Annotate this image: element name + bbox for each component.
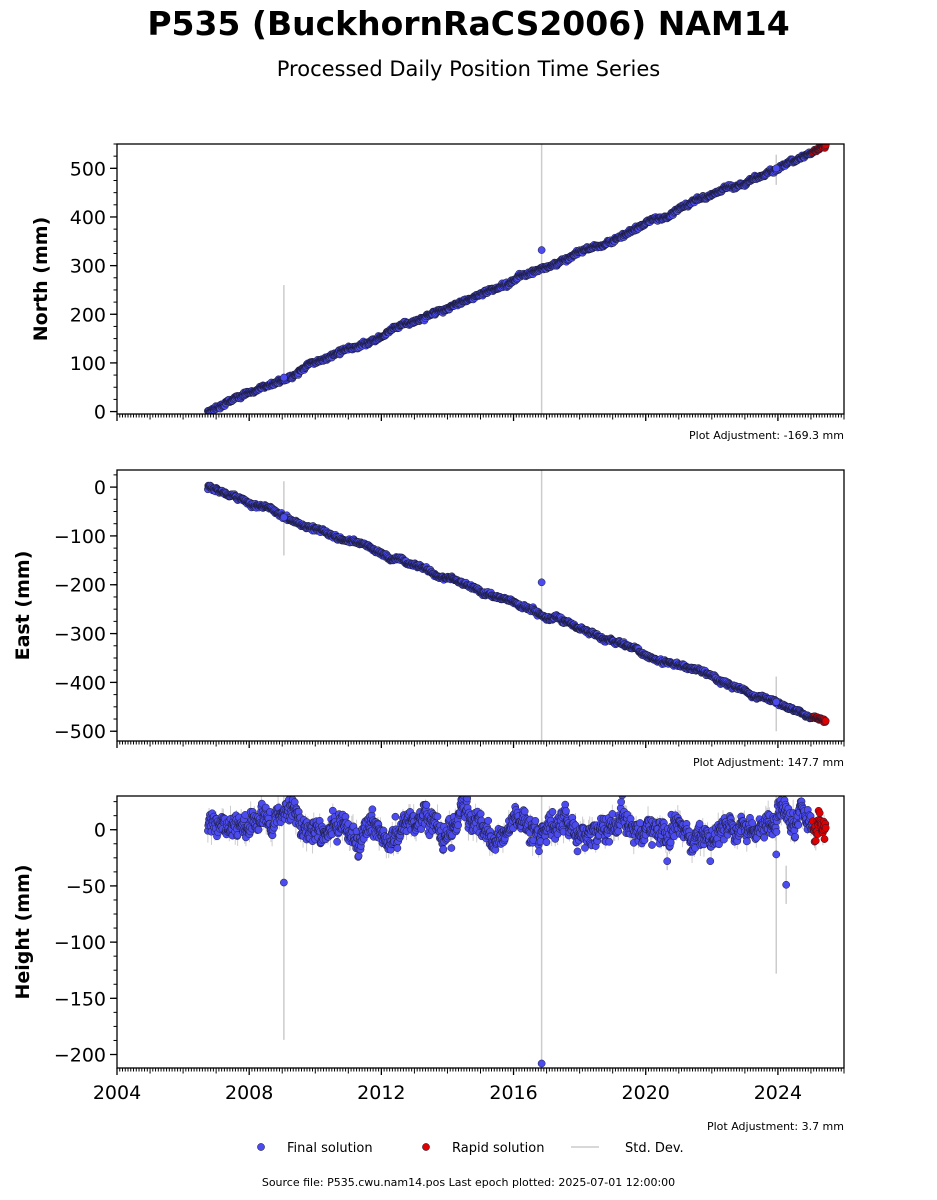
y-tick-label: 100 (70, 353, 106, 375)
chart-title: P535 (BuckhornRaCS2006) NAM14 (147, 4, 790, 43)
outlier-point (537, 246, 546, 254)
outlier-point (280, 373, 288, 382)
plot-area (204, 470, 830, 741)
y-tick-label: 0 (94, 402, 106, 424)
chart-subtitle: Processed Daily Position Time Series (276, 57, 661, 81)
plot-area (204, 144, 830, 414)
axes-frame (116, 469, 845, 742)
outlier-point (280, 513, 288, 522)
plot-area (204, 796, 830, 1068)
y-axis-label: North (mm) (30, 217, 52, 342)
plot-adjustment-note: Plot Adjustment: 147.7 mm (693, 756, 844, 769)
plot-adjustment-note: Plot Adjustment: -169.3 mm (689, 429, 844, 442)
y-tick-label: −200 (54, 575, 106, 597)
y-tick-label: 0 (94, 477, 106, 499)
y-tick-label: 200 (70, 304, 106, 326)
outlier-point (537, 578, 546, 587)
outlier-point (772, 698, 781, 706)
panel-2: 0 −100 −200 −300 −400 −500 East (mm) Plot Adjus… (12, 469, 845, 769)
data-points (204, 481, 830, 726)
y-tick-label: −300 (54, 624, 106, 646)
rapid-point (821, 717, 830, 725)
data-points (204, 144, 830, 414)
y-tick-label: 300 (70, 256, 106, 278)
y-tick-label: −500 (54, 721, 106, 743)
y-tick-label: 500 (70, 158, 106, 180)
y-tick-label: −100 (54, 526, 106, 548)
y-tick-label: −400 (54, 672, 106, 694)
outlier-point (772, 164, 781, 173)
y-tick-label: 400 (70, 207, 106, 229)
y-axis-label: East (mm) (12, 551, 34, 661)
rapid-point (821, 144, 830, 150)
panel-1: 0 100 200 300 400 500 North (mm) Plot Adjustmen… (30, 143, 845, 442)
